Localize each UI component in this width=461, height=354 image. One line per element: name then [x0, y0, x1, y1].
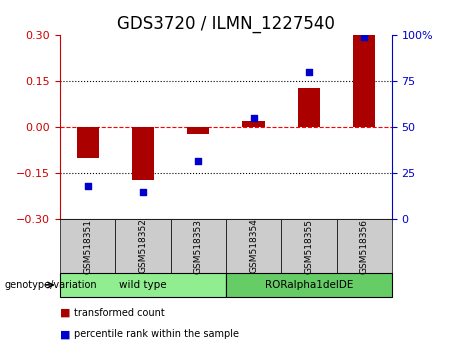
Text: GSM518354: GSM518354: [249, 218, 258, 274]
Bar: [298, 87, 320, 127]
Text: GSM518351: GSM518351: [83, 218, 92, 274]
Point: [305, 69, 313, 75]
Text: GSM518352: GSM518352: [138, 218, 148, 274]
Bar: [132, 127, 154, 179]
Point: [195, 158, 202, 164]
Text: RORalpha1delDE: RORalpha1delDE: [265, 280, 353, 290]
Text: GSM518353: GSM518353: [194, 218, 203, 274]
Text: ■: ■: [60, 308, 71, 318]
Text: GSM518356: GSM518356: [360, 218, 369, 274]
Point: [250, 115, 257, 121]
Point: [84, 183, 91, 189]
Point: [361, 34, 368, 40]
Text: wild type: wild type: [119, 280, 167, 290]
Text: ■: ■: [60, 329, 71, 339]
Text: genotype/variation: genotype/variation: [5, 280, 97, 290]
Bar: [242, 121, 265, 127]
Bar: [77, 127, 99, 158]
Title: GDS3720 / ILMN_1227540: GDS3720 / ILMN_1227540: [117, 15, 335, 33]
Bar: [353, 35, 375, 127]
Text: transformed count: transformed count: [74, 308, 165, 318]
Text: percentile rank within the sample: percentile rank within the sample: [74, 329, 239, 339]
Point: [139, 189, 147, 195]
Text: GSM518355: GSM518355: [304, 218, 313, 274]
Bar: [187, 127, 209, 133]
